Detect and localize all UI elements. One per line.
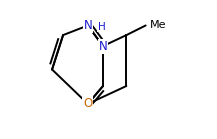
Text: Me: Me	[150, 20, 166, 30]
Text: N: N	[99, 40, 107, 53]
Text: O: O	[83, 97, 92, 110]
Text: H: H	[98, 22, 105, 32]
Text: N: N	[84, 19, 92, 32]
